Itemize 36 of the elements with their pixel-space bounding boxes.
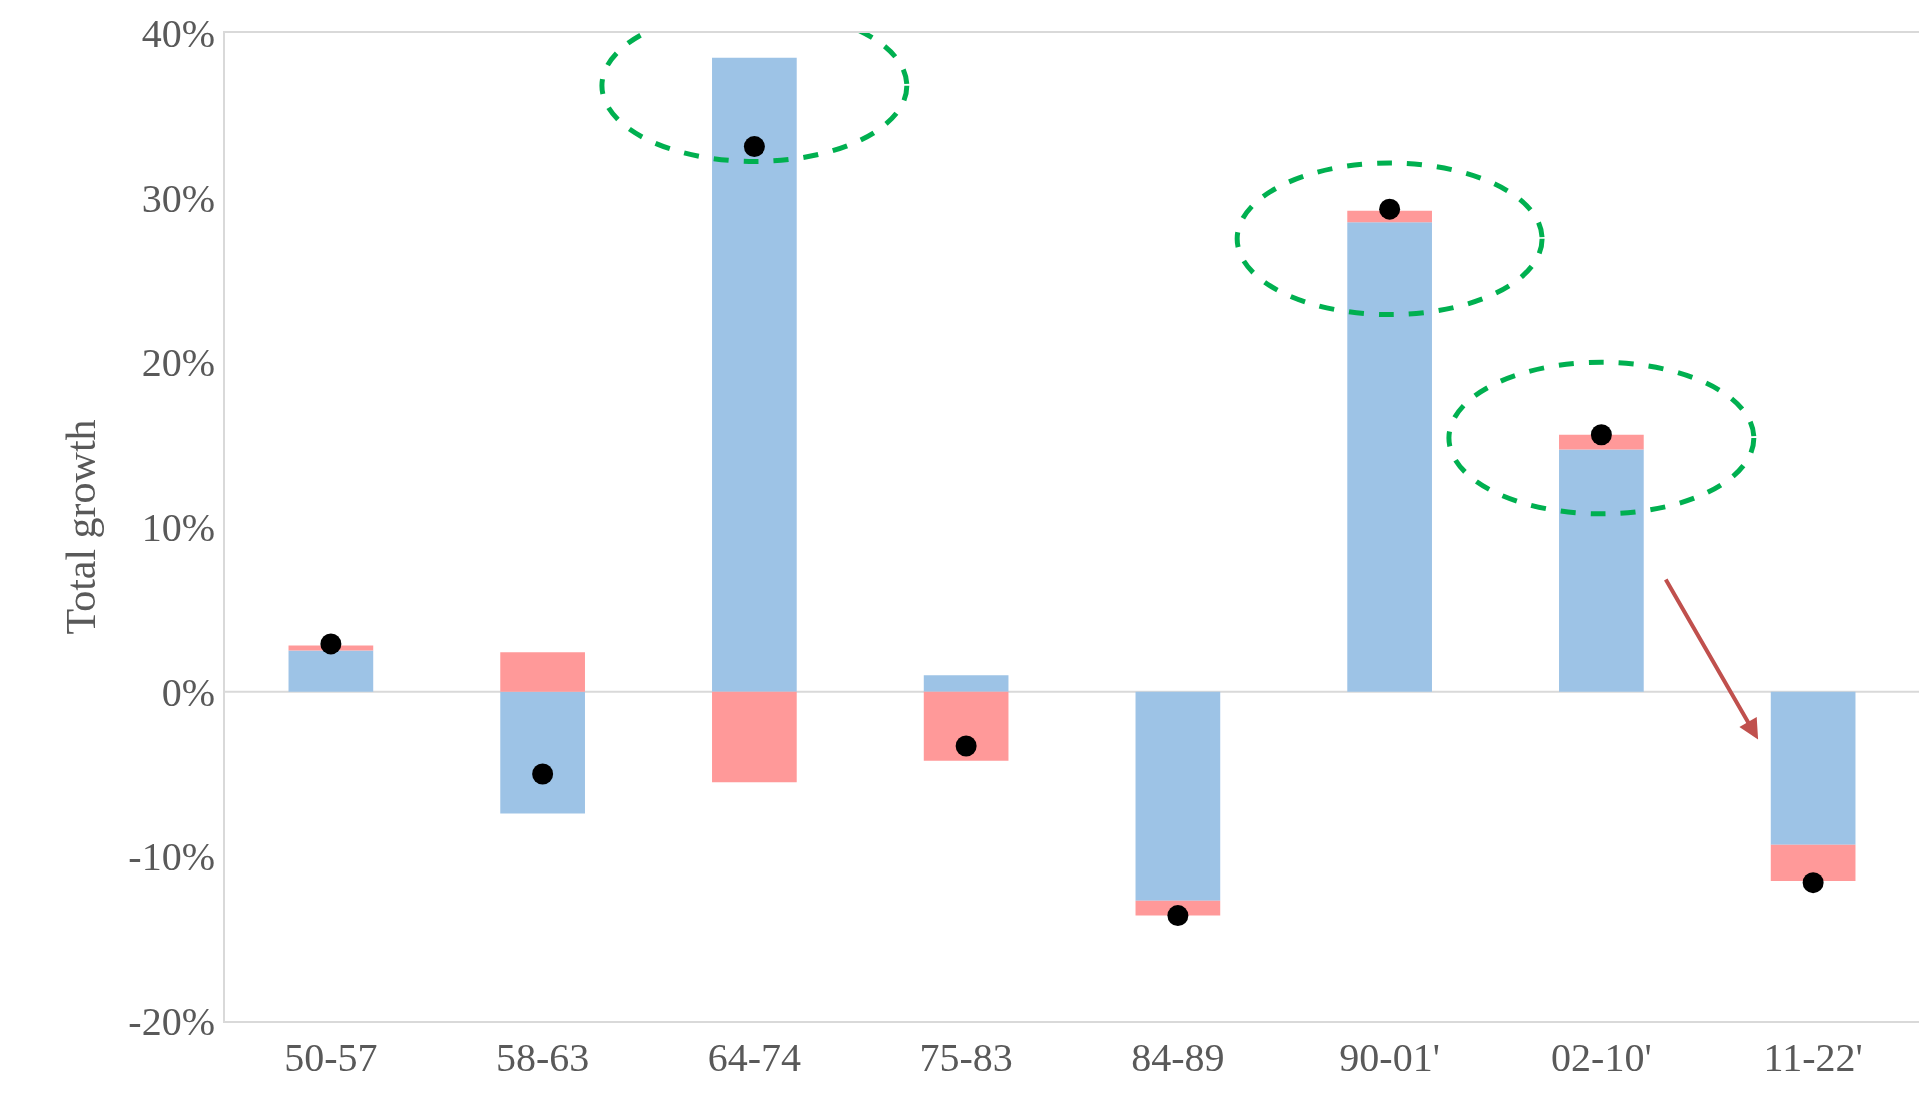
bar [1770,844,1856,882]
bar [1135,691,1221,901]
y-tick-label: 20% [141,340,215,386]
point [955,735,977,757]
y-tick-label: 10% [141,505,215,550]
bar [1347,222,1432,692]
x-tick-label: 50-57 [284,1035,378,1080]
x-tick-label: 11-22' [1763,1035,1863,1080]
bar [712,57,797,692]
x-tick-label: 64-74 [707,1035,802,1080]
point [320,633,342,655]
bar [1770,691,1856,845]
bar [712,691,797,783]
bar [288,650,374,692]
y-tick-label: -10% [128,834,215,880]
bar [1559,449,1644,692]
bar [500,691,585,814]
x-tick-label: 75-83 [919,1035,1013,1080]
bar [923,691,1009,761]
y-tick-label: 40% [141,11,215,56]
y-tick-label: -20% [128,999,215,1044]
x-tick-label: 58-63 [495,1035,590,1080]
y-tick-label: 30% [141,175,215,221]
point [532,763,554,785]
point [743,136,765,158]
point [1802,872,1824,894]
x-tick-label: 02-10' [1551,1035,1652,1080]
point [1167,905,1189,927]
y-axis-title: Total growth [57,419,104,635]
x-tick-label: 84-89 [1131,1035,1225,1080]
bar [500,652,585,692]
y-tick-label: 0% [161,669,215,715]
bar [923,675,1009,692]
point [1379,198,1401,220]
x-tick-label: 90-01' [1339,1035,1440,1080]
point [1590,424,1612,446]
